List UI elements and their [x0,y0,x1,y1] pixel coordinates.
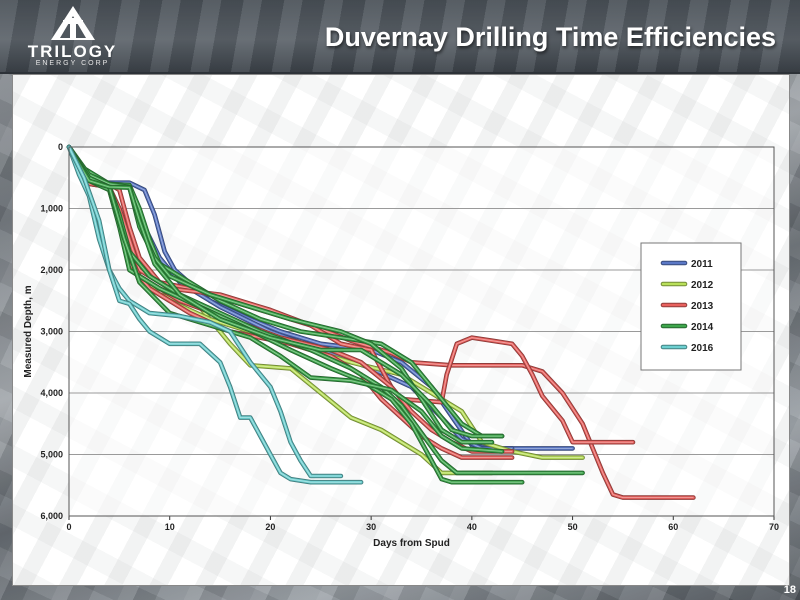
legend-entry: 2012 [691,280,714,291]
page-title: Duvernay Drilling Time Efficiencies [324,22,776,52]
y-tick-label: 6,000 [40,511,63,521]
plot-frame [68,146,775,517]
legend-entry: 2011 [691,259,713,270]
y-axis-label: Measured Depth, m [23,285,34,377]
series-layer [66,144,696,500]
y-tick-label: 1,000 [40,204,63,214]
legend-entry: 2014 [691,322,714,333]
y-tick-label: 0 [58,142,63,152]
series-well-13 [66,144,505,454]
page-number: 18 [783,584,796,596]
x-tick-label: 20 [265,522,275,532]
y-tick-label: 2,000 [40,265,63,275]
header-bar: TRILOGY ENERGY CORP Duvernay Drilling Ti… [0,0,800,74]
chart-panel: 0 1,000 2,000 3,000 4,000 5,000 6,000 0 10 20 30 40… [12,74,790,586]
series-line [67,145,504,453]
y-tick-label: 4,000 [40,388,63,398]
series-line-highlight [68,146,362,483]
series-well-16 [66,144,364,485]
header-texture [0,0,800,72]
logo-word: TRILOGY [27,42,118,61]
company-logo: TRILOGY ENERGY CORP [10,4,135,68]
series-line [67,145,363,484]
x-axis-label: Days from Spud [373,538,450,549]
series-line [67,145,504,438]
series-line-highlight [68,146,503,437]
x-tick-label: 30 [366,522,376,532]
series-2016 [66,144,344,479]
x-tick-label: 70 [769,522,779,532]
series-line [67,145,343,478]
logo-subtitle: ENERGY CORP [35,60,110,67]
x-tick-label: 0 [66,522,71,532]
x-tick-label: 40 [467,522,477,532]
y-tick-label: 5,000 [40,450,63,460]
legend: 2011 2012 2013 2014 2016 [640,242,742,371]
series-line-highlight [68,146,503,452]
x-tick-label: 60 [668,522,678,532]
x-tick-label: 50 [568,522,578,532]
legend-entry: 2013 [691,301,714,312]
series-well-14 [66,144,505,439]
y-tick-label: 3,000 [40,327,63,337]
legend-entry: 2016 [691,343,714,354]
series-line-highlight [68,146,341,477]
x-tick-label: 10 [165,522,175,532]
logo-triangle-icon [51,6,95,40]
legend-box [640,242,742,371]
